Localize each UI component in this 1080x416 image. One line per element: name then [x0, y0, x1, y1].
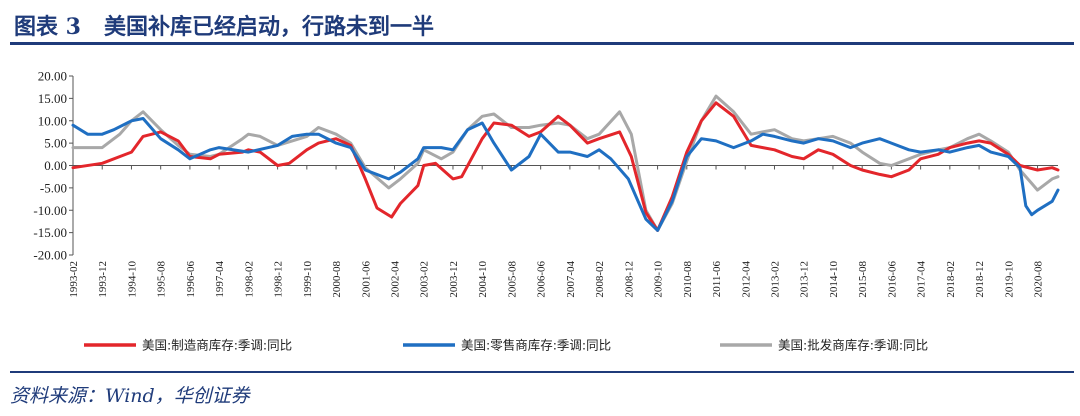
- x-tick-label: 1994-10: [126, 261, 138, 298]
- x-tick-label: 2008-12: [623, 261, 635, 298]
- x-tick-label: 1997-04: [214, 261, 226, 298]
- x-tick-label: 2013-12: [799, 261, 811, 298]
- x-tick-label: 2005-08: [506, 261, 518, 298]
- x-tick-label: 1998-12: [273, 261, 285, 298]
- x-tick-label: 2009-10: [653, 261, 665, 298]
- series-line-1: [71, 101, 1060, 232]
- legend-label-3: 美国:批发商库存:季调:同比: [778, 338, 928, 353]
- y-tick-label: 15.00: [38, 91, 67, 106]
- chart-legend: 美国:制造商库存:季调:同比 美国:零售商库存:季调:同比 美国:批发商库存:季调:…: [84, 338, 928, 353]
- x-tick-label: 2000-08: [331, 261, 343, 298]
- x-tick-label: 2013-02: [769, 261, 781, 298]
- x-tick-label: 2014-10: [828, 261, 840, 298]
- x-tick-label: 2015-08: [857, 261, 869, 298]
- x-tick-label: 2008-02: [594, 261, 606, 298]
- source-note: 资料来源：Wind，华创证券: [10, 385, 250, 407]
- x-tick-label: 2018-12: [974, 261, 986, 298]
- x-tick-label: 1993-12: [97, 261, 109, 298]
- y-tick-label: -5.00: [40, 180, 67, 195]
- x-tick-label: 2012-04: [740, 261, 752, 298]
- x-tick-label: 2018-02: [945, 261, 957, 298]
- y-tick-label: 20.00: [38, 69, 67, 84]
- x-tick-label: 2019-10: [1003, 261, 1015, 298]
- footer-rule: [10, 371, 1074, 373]
- x-tick-label: 2004-10: [477, 261, 489, 298]
- x-tick-label: 2003-12: [448, 261, 460, 298]
- series-line-2: [71, 117, 1060, 232]
- y-tick-label: -20.00: [33, 248, 67, 263]
- x-tick-label: 2011-06: [711, 261, 723, 298]
- x-tick-label: 2017-04: [916, 261, 928, 298]
- x-tick-label: 1993-02: [68, 261, 80, 298]
- chart-header: 图表 3 美国补库已经启动，行路未到一半: [10, 4, 1074, 45]
- y-tick-label: 5.00: [44, 136, 67, 151]
- legend-label-1: 美国:制造商库存:季调:同比: [142, 338, 292, 353]
- legend-label-2: 美国:零售商库存:季调:同比: [461, 338, 611, 353]
- x-tick-label: 2002-04: [390, 261, 402, 298]
- x-tick-label: 2003-02: [419, 261, 431, 298]
- series-line-3: [71, 94, 1060, 232]
- x-tick-label: 2020-08: [1033, 261, 1045, 298]
- x-tick-label: 1995-08: [156, 261, 168, 298]
- x-tick-label: 2010-08: [682, 261, 694, 298]
- x-tick-label: 2006-06: [536, 261, 548, 298]
- y-tick-label: 10.00: [38, 113, 67, 128]
- x-tick-label: 2016-06: [886, 261, 898, 298]
- title-underline: [10, 42, 1074, 45]
- plot-area: 20.00 15.00 10.00 5.00 0.00 -5.00 -10.00 -15.00…: [33, 69, 1060, 298]
- chart-title: 图表 3 美国补库已经启动，行路未到一半: [14, 14, 434, 40]
- x-tick-label: 1999-10: [302, 261, 314, 298]
- line-chart: 20.00 15.00 10.00 5.00 0.00 -5.00 -10.00 -15.00…: [33, 69, 1060, 353]
- y-tick-label: -10.00: [33, 203, 67, 218]
- x-tick-label: 1998-02: [243, 261, 255, 298]
- y-tick-label: -15.00: [33, 225, 67, 240]
- x-tick-label: 2001-06: [360, 261, 372, 298]
- x-tick-label: 2007-04: [565, 261, 577, 298]
- y-tick-label: 0.00: [44, 158, 67, 173]
- x-tick-label: 1996-06: [185, 261, 197, 298]
